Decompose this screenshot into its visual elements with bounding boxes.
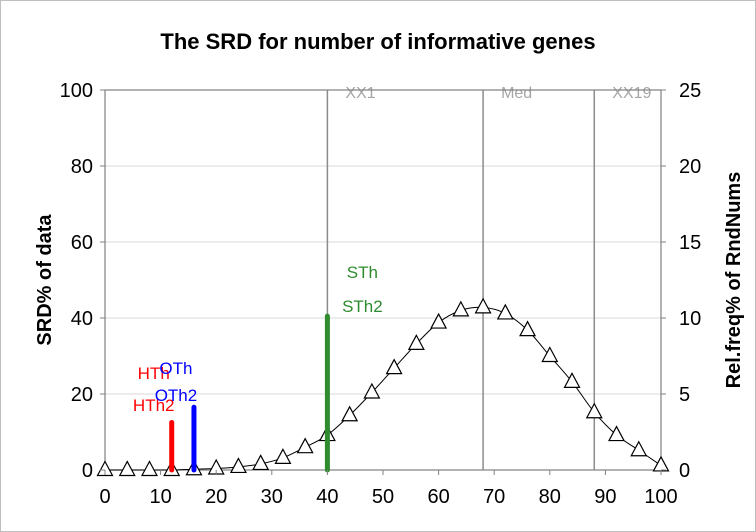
y2-tick-label: 10 (679, 308, 701, 330)
triangle-marker (519, 320, 537, 337)
triangle-marker (140, 460, 158, 477)
triangle-marker (652, 455, 670, 472)
x-tick-label: 90 (594, 486, 616, 508)
threshold-bars: HTh HTh2 OTh OTh2 STh STh2 (133, 263, 383, 473)
triangle-marker (274, 448, 292, 464)
series-layer (96, 297, 670, 477)
x-tick-label: 0 (99, 486, 110, 508)
y-tick-label: 60 (71, 232, 93, 254)
threshold-label-oth2: OTh2 (155, 386, 198, 405)
threshold-label-sth2: STh2 (342, 297, 383, 316)
triangle-marker (452, 300, 470, 317)
x-tick-label: 100 (644, 486, 677, 508)
y2-tick-label: 5 (679, 384, 690, 406)
triangle-marker (541, 346, 559, 363)
triangle-marker (430, 312, 448, 329)
plot-border (104, 89, 662, 471)
triangle-marker (474, 297, 492, 314)
axes: 0 10 20 30 40 50 60 70 80 90 100020406080100051015… (60, 80, 702, 508)
x-tick-label: 80 (539, 486, 561, 508)
y2-tick-label: 15 (679, 232, 701, 254)
reference-label-xx19: XX19 (612, 85, 651, 102)
y-tick-label: 40 (71, 308, 93, 330)
y2-tick-label: 25 (679, 80, 701, 102)
y-axis-label: SRD% of data (34, 214, 56, 346)
x-tick-label: 20 (205, 486, 227, 508)
y-tick-label: 20 (71, 384, 93, 406)
x-tick-label: 60 (427, 486, 449, 508)
triangle-marker (296, 437, 314, 454)
x-tick-label: 70 (483, 486, 505, 508)
plot-area (104, 89, 662, 471)
y-tick-label: 100 (60, 80, 93, 102)
triangle-marker (229, 457, 247, 474)
triangle-marker (363, 382, 381, 399)
threshold-label-hth2: HTh2 (133, 396, 175, 415)
y2-tick-label: 20 (679, 156, 701, 178)
triangle-marker (341, 405, 359, 422)
grid-layer (105, 89, 661, 395)
threshold-label-hth: HTh (138, 364, 170, 383)
triangle-marker (252, 454, 270, 471)
triangle-marker (563, 372, 581, 388)
triangle-marker (407, 334, 425, 350)
threshold-label-sth: STh (347, 263, 378, 282)
x-tick-label: 10 (149, 486, 171, 508)
triangle-marker (118, 460, 136, 477)
reference-label-xx1: XX1 (345, 85, 375, 102)
triangle-marker (496, 303, 514, 320)
y-tick-label: 0 (82, 460, 93, 482)
triangle-marker (96, 460, 114, 477)
triangle-marker (608, 425, 626, 442)
y2-axis-label: Rel.freq% of RndNums (723, 172, 745, 389)
triangle-marker (585, 402, 603, 419)
reference-label-med: Med (501, 85, 532, 102)
chart-title: The SRD for number of informative genes (160, 29, 595, 54)
y-tick-label: 80 (71, 156, 93, 178)
x-tick-label: 50 (372, 486, 394, 508)
triangle-marker (385, 358, 403, 375)
threshold-label-oth: OTh (159, 359, 192, 378)
y2-tick-label: 0 (679, 460, 690, 482)
x-tick-label: 30 (261, 486, 283, 508)
x-tick-label: 40 (316, 486, 338, 508)
triangle-marker (630, 440, 648, 457)
